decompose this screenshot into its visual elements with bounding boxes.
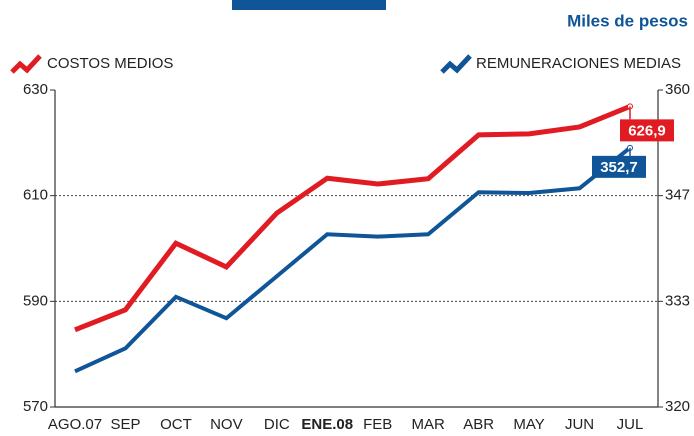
line — [74, 104, 631, 333]
value-label-box — [592, 155, 646, 178]
x-tick-label: NOV — [210, 416, 243, 433]
y-tick-label: 570 — [23, 398, 48, 415]
line — [74, 146, 632, 374]
value-label-box — [620, 119, 674, 142]
y-tick-label: 610 — [23, 187, 48, 204]
x-tick-label: MAR — [412, 416, 446, 433]
y2-tick-label: 320 — [665, 398, 690, 415]
header-bar — [232, 0, 386, 10]
x-tick-label: JUN — [565, 416, 594, 433]
y-tick-label: 590 — [23, 292, 48, 309]
chart-subtitle: Miles de pesos — [567, 11, 688, 30]
value-label: 352,7 — [600, 159, 638, 176]
y2-tick-label: 347 — [665, 187, 690, 204]
y-tick-label: 630 — [23, 81, 48, 98]
x-tick-label: SEP — [110, 416, 140, 433]
y2-tick-label: 360 — [665, 81, 690, 98]
legend-label: REMUNERACIONES MEDIAS — [476, 55, 681, 72]
legend-label: COSTOS MEDIOS — [47, 55, 173, 72]
x-tick-label: ENE.08 — [301, 416, 353, 433]
y2-tick-label: 333 — [665, 292, 690, 309]
x-tick-label: JUL — [617, 416, 644, 433]
x-tick-label: FEB — [363, 416, 392, 433]
legend-icon — [440, 54, 472, 74]
legend-icon — [10, 54, 42, 74]
x-tick-label: OCT — [160, 416, 192, 433]
x-tick-label: DIC — [264, 416, 290, 433]
x-tick-label: MAY — [513, 416, 544, 433]
x-tick-label: ABR — [463, 416, 494, 433]
value-label: 626,9 — [628, 122, 666, 139]
x-tick-label: AGO.07 — [48, 416, 102, 433]
